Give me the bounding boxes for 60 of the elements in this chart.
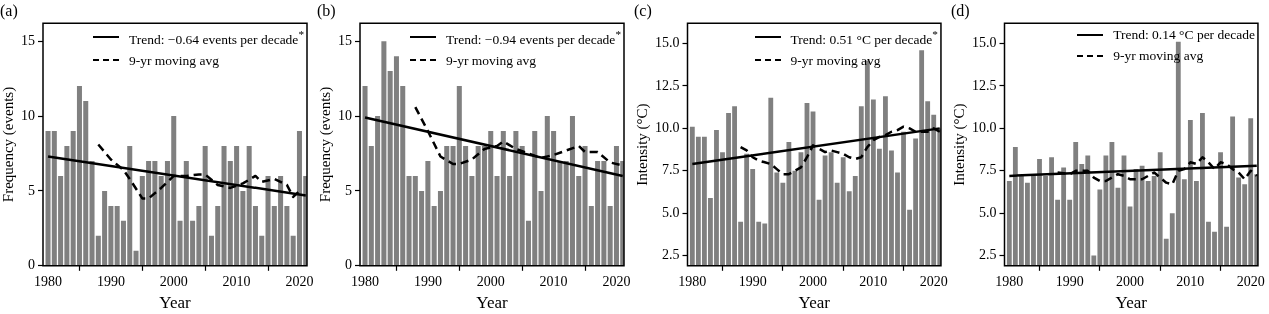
legend-label: Trend: −0.64 events per decade$^{*}$ xyxy=(128,27,304,49)
x-tick-label: 1980 xyxy=(351,273,380,289)
y-tick-label: 7.5 xyxy=(662,162,680,178)
x-axis-title: Year xyxy=(159,293,191,313)
chart-title: (a) xyxy=(0,1,18,20)
legend-label: 9-yr moving avg xyxy=(790,51,881,70)
y-tick-label: 5.0 xyxy=(979,204,997,220)
x-axis-title: Year xyxy=(1115,293,1148,313)
legend-label: 9-yr moving avg xyxy=(1113,47,1204,66)
x-tick-label: 2010 xyxy=(539,273,568,289)
y-tick-label: 15.0 xyxy=(655,35,680,51)
x-tick-label: 2010 xyxy=(859,273,888,289)
x-tick-label: 1980 xyxy=(995,273,1024,289)
y-axis-title: Frequency (events) xyxy=(0,86,17,203)
y-tick-label: 5 xyxy=(28,182,35,198)
y-tick-label: 0 xyxy=(28,257,35,273)
x-tick-label: 1980 xyxy=(34,273,63,289)
legend-label: 9-yr moving avg xyxy=(445,51,536,70)
legend-label: Trend: −0.94 events per decade$^{*}$ xyxy=(445,27,621,49)
legend-label: Trend: 0.14 °C per decade xyxy=(1113,26,1255,45)
x-tick-label: 1990 xyxy=(96,273,125,289)
y-tick-label: 12.5 xyxy=(655,77,680,93)
y-tick-label: 15 xyxy=(21,32,35,48)
x-tick-label: 1990 xyxy=(413,273,442,289)
y-tick-label: 12.5 xyxy=(972,77,997,93)
x-tick-label: 2020 xyxy=(602,273,631,289)
y-tick-label: 10 xyxy=(338,107,352,123)
y-tick-label: 15 xyxy=(338,32,352,48)
y-axis-title: Intensity (°C) xyxy=(950,103,968,186)
y-tick-label: 15.0 xyxy=(972,35,997,51)
chart-title: (d) xyxy=(951,1,970,20)
y-tick-label: 10.0 xyxy=(972,120,997,136)
y-tick-label: 2.5 xyxy=(979,247,997,263)
x-tick-label: 2010 xyxy=(1176,273,1205,289)
y-axis-title: Intensity (°C) xyxy=(633,103,651,186)
x-axis-title: Year xyxy=(476,293,508,313)
x-tick-label: 2000 xyxy=(1116,273,1145,289)
x-tick-label: 2010 xyxy=(222,273,251,289)
x-tick-label: 1990 xyxy=(1055,273,1084,289)
y-tick-label: 5.0 xyxy=(662,204,680,220)
x-tick-label: 2020 xyxy=(919,273,948,289)
y-tick-label: 10.0 xyxy=(655,120,680,136)
x-tick-label: 1990 xyxy=(738,273,767,289)
x-tick-label: 2000 xyxy=(159,273,188,289)
y-tick-label: 10 xyxy=(21,107,35,123)
x-axis-title: Year xyxy=(798,293,831,313)
y-tick-label: 7.5 xyxy=(979,162,997,178)
legend-label: 9-yr moving avg xyxy=(128,51,219,70)
x-tick-label: 2000 xyxy=(476,273,505,289)
x-tick-label: 2000 xyxy=(799,273,828,289)
x-tick-label: 1980 xyxy=(678,273,707,289)
legend-label: Trend: 0.51 °C per decade$^{*}$ xyxy=(790,27,938,49)
y-tick-label: 0 xyxy=(345,257,352,273)
chart-title: (c) xyxy=(634,1,652,20)
x-tick-label: 2020 xyxy=(1236,273,1265,289)
y-tick-label: 5 xyxy=(345,182,352,198)
y-axis-title: Frequency (events) xyxy=(316,86,334,203)
x-tick-label: 2020 xyxy=(285,273,314,289)
y-tick-label: 2.5 xyxy=(662,247,680,263)
chart-title: (b) xyxy=(317,1,336,20)
